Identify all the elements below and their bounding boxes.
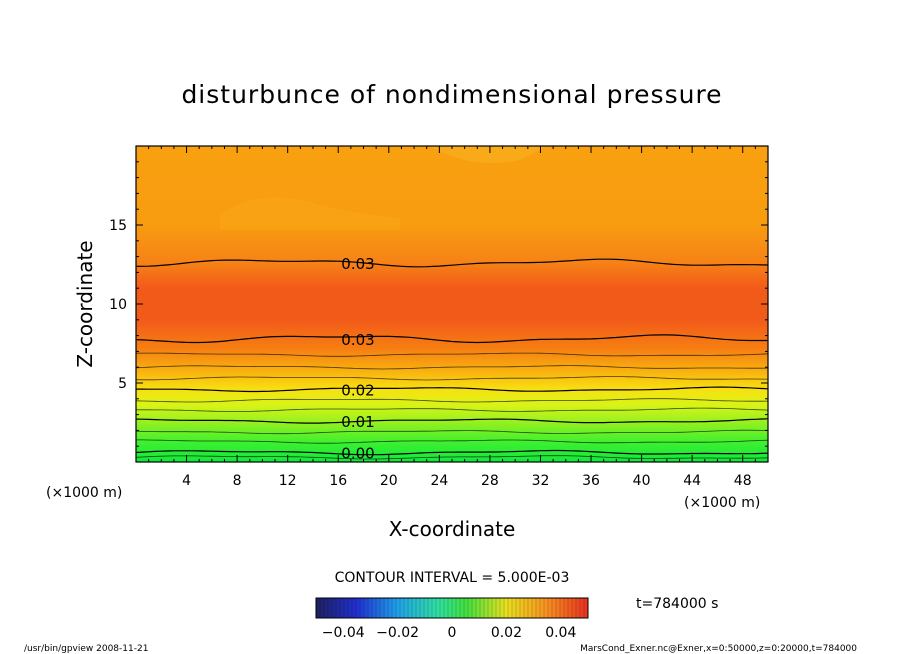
contour-line [136,449,768,456]
y-tick-label: 15 [109,218,127,234]
contour-label: 0.02 [341,381,374,399]
contour-label: 0.00 [341,445,374,463]
footer-left: /usr/bin/gpview 2008-11-21 [24,644,148,654]
fill-bump [220,197,400,230]
color-fill [136,146,768,462]
time-label: t=784000 s [636,596,718,612]
contour-line-minor [136,398,768,403]
footer-right: MarsCond_Exner.nc@Exner,x=0:50000,z=0:20… [580,644,857,654]
x-tick-label: 44 [683,473,701,489]
colorbar: −0.04 −0.02 0 0.02 0.04 [315,597,589,641]
contour-line [136,258,768,268]
contour-line-minor [136,407,768,412]
x-tick-label: 4 [182,473,191,489]
colorbar-tick-label: 0.02 [491,625,522,641]
colorbar-tick-label: −0.04 [322,625,365,641]
contour-label: 0.03 [341,331,374,349]
colorbar-frame [315,597,589,619]
contour-labels: 0.00 0.01 0.02 0.03 0.03 [341,255,374,463]
contour-line-minor [136,352,768,357]
y-tick-label: 5 [118,376,127,392]
contour-line [136,334,768,344]
contour-line-minor [136,365,768,370]
y-tick-label: 10 [109,297,127,313]
x-axis: 4 8 12 16 20 24 28 32 36 40 44 48 [148,146,756,489]
y-axis-label: Z-coordinate [73,240,97,367]
colorbar-tick-label: 0 [448,625,457,641]
colorbar-tick-label: 0.04 [545,625,576,641]
fill-bump [430,146,545,163]
chart-title: disturbunce of nondimensional pressure [181,80,722,109]
x-tick-label: 24 [430,473,448,489]
x-tick-label: 36 [582,473,600,489]
colorbar-fill [316,598,588,618]
colorbar-ticks: −0.04 −0.02 0 0.02 0.04 [322,625,577,641]
contour-line-minor [136,376,768,381]
x-tick-label: 8 [233,473,242,489]
contour-line-minor [136,429,768,435]
x-tick-label: 28 [481,473,499,489]
contour-line [136,418,768,424]
plot-area [136,146,768,462]
x-axis-label: X-coordinate [389,517,516,541]
colorbar-tick-label: −0.02 [376,625,419,641]
x-unit-right: (×1000 m) [684,495,760,511]
contour-lines [136,258,768,460]
x-tick-label: 32 [532,473,550,489]
x-unit-left: (×1000 m) [46,485,122,501]
x-tick-label: 48 [734,473,752,489]
contour-line-minor [136,455,768,460]
y-axis: 5 10 15 [109,161,768,447]
contour-line [136,386,768,393]
contour-label: 0.01 [341,413,374,431]
x-tick-label: 20 [380,473,398,489]
x-tick-label: 12 [279,473,297,489]
contour-line-minor [136,439,768,444]
x-tick-label: 40 [633,473,651,489]
x-tick-label: 16 [329,473,347,489]
contour-label: 0.03 [341,255,374,273]
contour-interval: CONTOUR INTERVAL = 5.000E-03 [335,570,570,586]
